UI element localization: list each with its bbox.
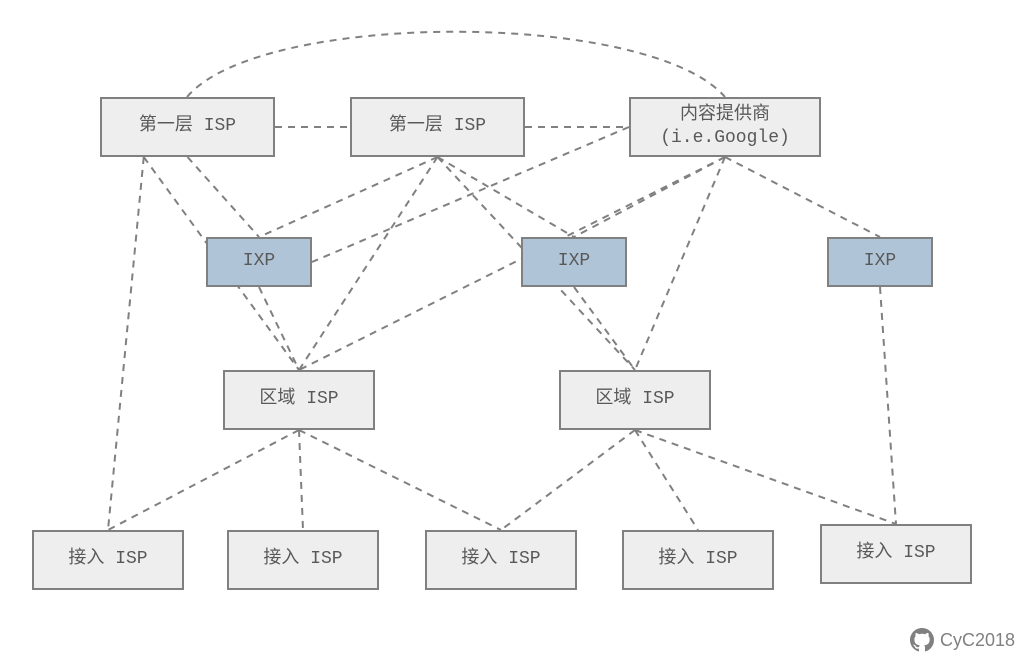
edge: [725, 157, 880, 237]
edge: [259, 287, 299, 370]
node-r1: 区域 ISP: [223, 370, 375, 430]
edge: [501, 430, 635, 530]
node-t1a: 第一层 ISP: [100, 97, 275, 157]
node-r2: 区域 ISP: [559, 370, 711, 430]
node-a2: 接入 ISP: [227, 530, 379, 590]
watermark-text: CyC2018: [940, 630, 1015, 651]
edge: [108, 430, 299, 530]
node-ixp2: IXP: [521, 237, 627, 287]
node-cp: 内容提供商 (i.e.Google): [629, 97, 821, 157]
edge: [299, 430, 501, 530]
edge: [635, 430, 896, 524]
node-t1b: 第一层 ISP: [350, 97, 525, 157]
node-a1: 接入 ISP: [32, 530, 184, 590]
edge: [259, 157, 438, 237]
node-a3: 接入 ISP: [425, 530, 577, 590]
node-ixp3: IXP: [827, 237, 933, 287]
edge-arc: [187, 32, 725, 97]
edge: [299, 157, 725, 370]
diagram-canvas: 第一层 ISP 第一层 ISP 内容提供商 (i.e.Google) IXP IXP IX…: [0, 0, 1022, 660]
node-ixp1: IXP: [206, 237, 312, 287]
edge: [108, 157, 144, 530]
edge: [574, 287, 635, 370]
edge: [635, 430, 698, 530]
github-icon: [910, 628, 934, 652]
node-a4: 接入 ISP: [622, 530, 774, 590]
edge: [880, 287, 896, 524]
edge: [635, 157, 725, 370]
edge: [299, 157, 438, 370]
edge: [574, 157, 725, 237]
edge: [438, 157, 575, 237]
edge: [188, 157, 260, 237]
watermark: CyC2018: [910, 628, 1015, 652]
node-a5: 接入 ISP: [820, 524, 972, 584]
edge: [299, 430, 303, 530]
